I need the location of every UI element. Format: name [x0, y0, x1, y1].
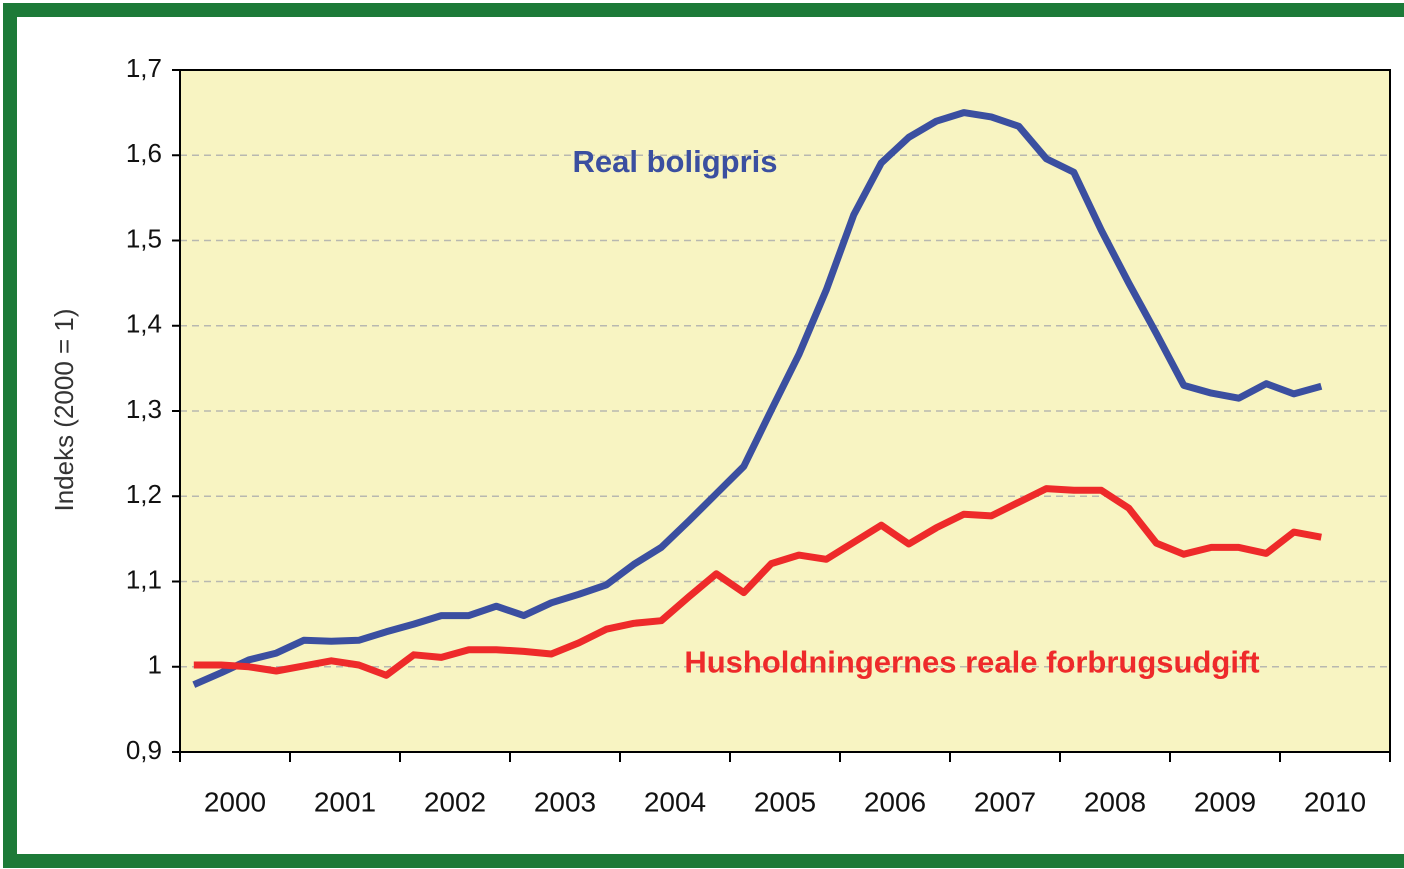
annotation: Real boligpris	[573, 144, 778, 179]
x-tick-label: 2000	[204, 786, 266, 817]
x-tick-label: 2003	[534, 786, 596, 817]
x-tick-label: 2006	[864, 786, 926, 817]
y-tick-label: 1,4	[126, 309, 162, 339]
y-axis-label: Indeks (2000 = 1)	[49, 308, 79, 511]
y-tick-label: 1	[148, 650, 162, 680]
y-tick-label: 0,9	[126, 735, 162, 765]
series-line	[193, 485, 1322, 679]
y-tick-label: 1,5	[126, 223, 162, 253]
x-tick-label: 2010	[1304, 786, 1366, 817]
x-tick-label: 2009	[1194, 786, 1256, 817]
y-tick-label: 1,3	[126, 394, 162, 424]
x-tick-label: 2005	[754, 786, 816, 817]
annotation: Husholdningernes reale forbrugsudgift	[684, 644, 1259, 679]
y-tick-label: 1,2	[126, 479, 162, 509]
y-tick-label: 1,7	[126, 53, 162, 83]
plot-border	[179, 69, 1391, 753]
x-tick-label: 2007	[974, 786, 1036, 817]
y-tick-label: 1,1	[126, 564, 162, 594]
series-line	[192, 109, 1323, 688]
frame	[3, 3, 1404, 868]
y-tick-label: 1,6	[126, 138, 162, 168]
x-tick-label: 2002	[424, 786, 486, 817]
x-tick-label: 2001	[314, 786, 376, 817]
x-tick-label: 2008	[1084, 786, 1146, 817]
x-tick-label: 2004	[644, 786, 706, 817]
